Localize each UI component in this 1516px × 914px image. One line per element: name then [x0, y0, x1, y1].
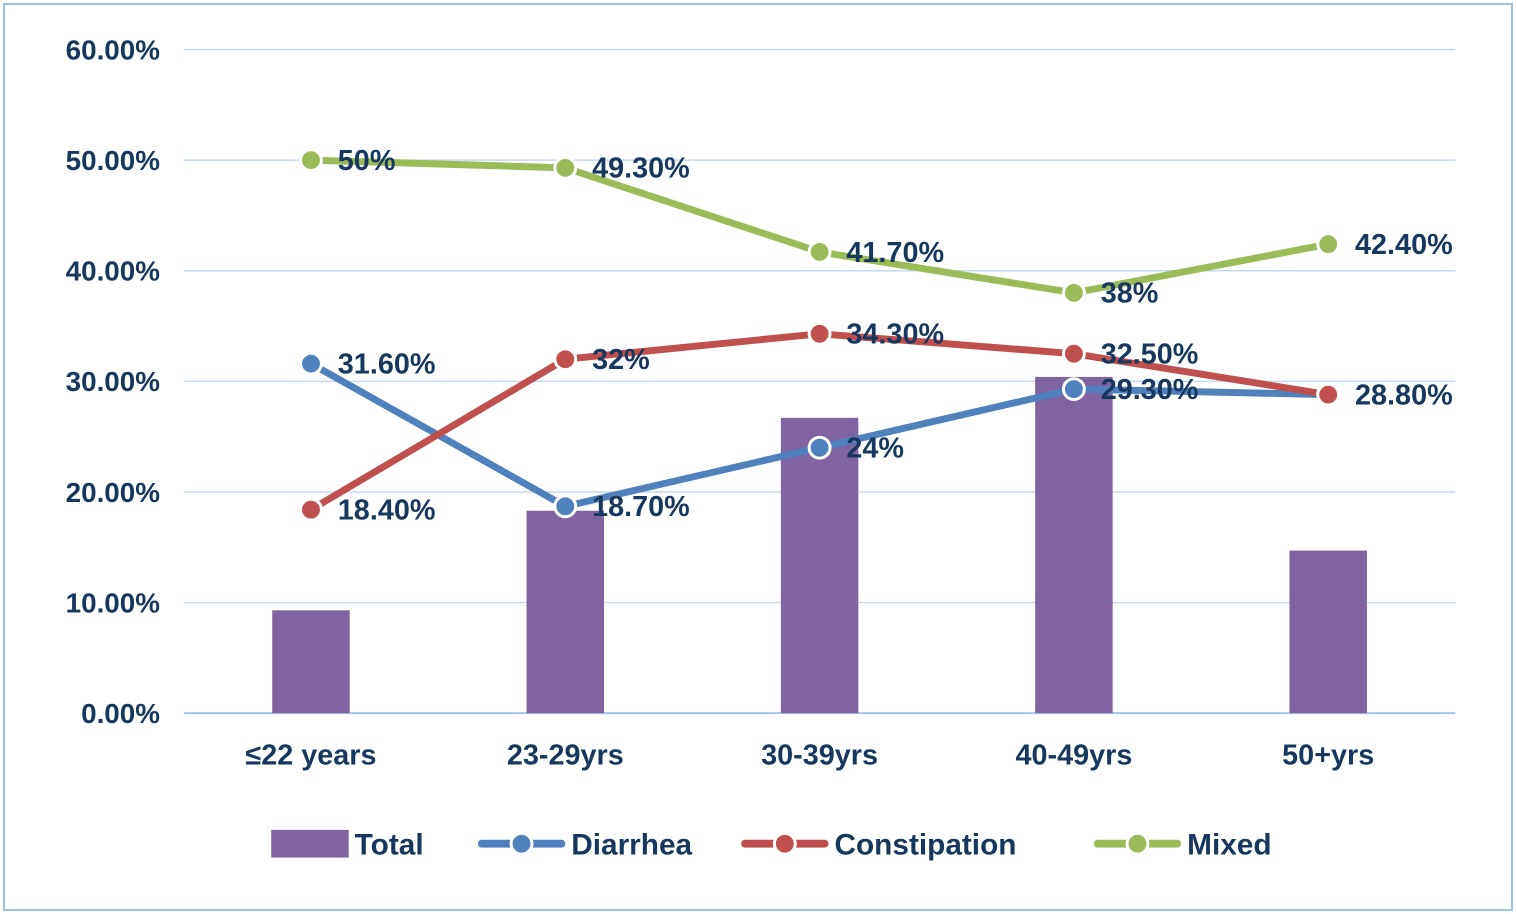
- marker-mixed: [553, 155, 578, 180]
- x-axis-category-label: 40-49yrs: [1015, 740, 1132, 772]
- data-label-constipation: 32.50%: [1101, 339, 1199, 371]
- legend-marker-constipation: [772, 831, 797, 856]
- marker-constipation: [1061, 341, 1086, 366]
- marker-diarrhea: [807, 435, 832, 460]
- marker-diarrhea: [1061, 377, 1086, 401]
- marker-constipation: [299, 497, 323, 522]
- marker-constipation: [1316, 382, 1341, 407]
- data-label-mixed: 49.30%: [592, 153, 690, 185]
- legend-label-diarrhea: Diarrhea: [571, 829, 692, 862]
- data-label-mixed: 41.70%: [846, 237, 944, 269]
- y-axis-tick-label: 40.00%: [66, 256, 160, 287]
- legend-swatch-total: [271, 829, 349, 858]
- data-label-mixed: 38%: [1101, 278, 1159, 310]
- y-axis-tick-label: 60.00%: [66, 34, 160, 65]
- data-label-diarrhea: 18.70%: [592, 491, 690, 523]
- x-axis-category-label: ≤22 years: [245, 740, 376, 772]
- x-axis-category-label: 23-29yrs: [507, 740, 624, 772]
- bar-total: [1035, 376, 1113, 714]
- y-axis-tick-label: 0.00%: [81, 698, 160, 729]
- marker-mixed: [299, 148, 323, 172]
- line-mixed: [307, 156, 1332, 297]
- legend-label-mixed: Mixed: [1187, 829, 1271, 862]
- legend-marker-diarrhea: [509, 831, 534, 856]
- data-label-diarrhea: 24%: [846, 433, 904, 465]
- bar-total: [526, 510, 605, 714]
- marker-constipation: [807, 321, 832, 346]
- marker-mixed: [1316, 232, 1341, 257]
- data-label-mixed: 50%: [338, 145, 396, 177]
- marker-mixed: [1061, 280, 1086, 305]
- marker-constipation: [553, 347, 578, 372]
- data-label-constipation: 18.40%: [338, 495, 436, 527]
- bar-total: [272, 610, 350, 714]
- bar-total: [1289, 550, 1367, 714]
- marker-diarrhea: [553, 494, 578, 519]
- marker-diarrhea: [299, 351, 323, 376]
- y-axis-tick-label: 30.00%: [66, 366, 160, 397]
- data-label-diarrhea: 29.30%: [1101, 374, 1199, 406]
- chart-frame: 0.00% 10.00% 20.00% 30.00% 40.00% 50.00% 60.00…: [3, 3, 1513, 911]
- data-label-mixed: 42.40%: [1355, 229, 1453, 261]
- legend-marker-mixed: [1125, 831, 1150, 856]
- marker-mixed: [807, 240, 832, 264]
- y-axis-tick-label: 10.00%: [66, 588, 160, 619]
- data-label-constipation: 32%: [592, 344, 650, 376]
- ibs-subtype-by-age-combo-chart: 0.00% 10.00% 20.00% 30.00% 40.00% 50.00% 60.00…: [66, 34, 1456, 862]
- y-axis-tick-label: 50.00%: [66, 145, 160, 176]
- y-axis-tick-label: 20.00%: [66, 477, 160, 508]
- data-label-constipation: 34.30%: [846, 319, 944, 351]
- legend-label-total: Total: [355, 829, 424, 862]
- x-axis-category-label: 50+yrs: [1282, 740, 1374, 772]
- x-axis-category-label: 30-39yrs: [761, 740, 878, 772]
- data-label-constipation: 28.80%: [1355, 380, 1453, 412]
- data-label-diarrhea: 31.60%: [338, 349, 436, 381]
- legend-label-constipation: Constipation: [834, 829, 1016, 862]
- bar-total: [780, 417, 859, 714]
